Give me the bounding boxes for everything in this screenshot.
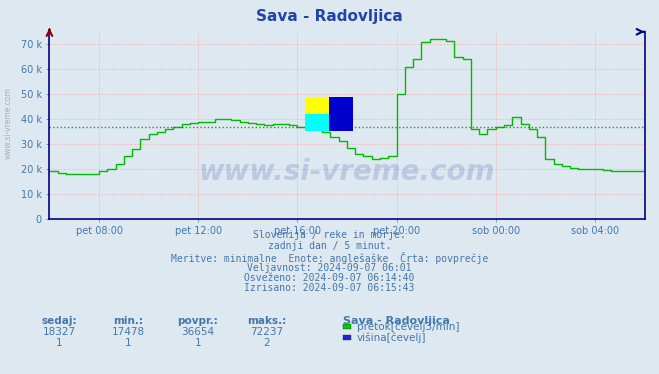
Text: 1: 1 [125,338,132,349]
Text: min.:: min.: [113,316,144,326]
Text: maks.:: maks.: [247,316,287,326]
FancyBboxPatch shape [305,97,329,114]
Text: povpr.:: povpr.: [177,316,218,326]
Text: 1: 1 [56,338,63,349]
Text: Sava - Radovljica: Sava - Radovljica [256,9,403,24]
Text: sedaj:: sedaj: [42,316,77,326]
Text: Osveženo: 2024-09-07 06:14:40: Osveženo: 2024-09-07 06:14:40 [244,273,415,283]
FancyBboxPatch shape [329,97,353,131]
Text: Meritve: minimalne  Enote: anglešaške  Črta: povprečje: Meritve: minimalne Enote: anglešaške Črt… [171,252,488,264]
Text: 72237: 72237 [250,327,283,337]
FancyBboxPatch shape [305,114,329,131]
Text: Izrisano: 2024-09-07 06:15:43: Izrisano: 2024-09-07 06:15:43 [244,283,415,293]
Text: Slovenija / reke in morje.: Slovenija / reke in morje. [253,230,406,240]
Text: pretok[čevelj3/min]: pretok[čevelj3/min] [357,322,459,332]
Text: zadnji dan / 5 minut.: zadnji dan / 5 minut. [268,241,391,251]
Text: www.si-vreme.com: www.si-vreme.com [3,88,13,159]
Text: Veljavnost: 2024-09-07 06:01: Veljavnost: 2024-09-07 06:01 [247,263,412,273]
Text: Sava - Radovljica: Sava - Radovljica [343,316,449,326]
Text: 36654: 36654 [181,327,214,337]
Text: www.si-vreme.com: www.si-vreme.com [199,158,495,186]
Text: višina[čevelj]: višina[čevelj] [357,333,426,343]
Text: 1: 1 [194,338,201,349]
Text: 18327: 18327 [43,327,76,337]
Text: 17478: 17478 [112,327,145,337]
Text: 2: 2 [264,338,270,349]
